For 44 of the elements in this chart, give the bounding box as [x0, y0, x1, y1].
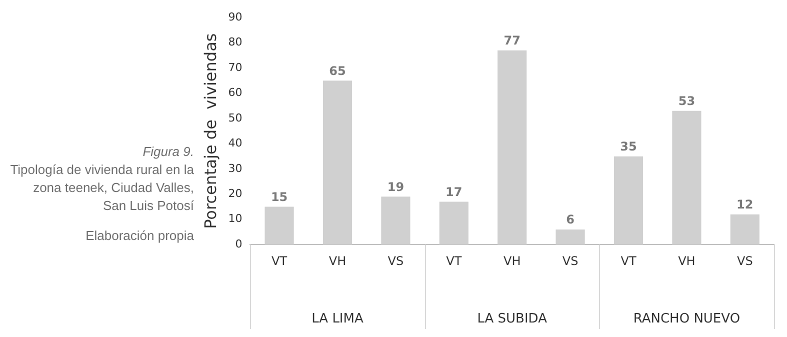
bar — [614, 156, 644, 245]
x-tick-label: VH — [678, 254, 696, 268]
y-tick-label: 10 — [228, 212, 242, 226]
data-label: 19 — [387, 180, 404, 194]
y-tick-label: 40 — [228, 136, 242, 150]
y-tick-label: 50 — [228, 111, 242, 124]
y-tick-label: 0 — [235, 237, 242, 250]
bar — [672, 110, 702, 245]
data-label: 12 — [736, 197, 754, 212]
y-tick-label: 70 — [228, 60, 242, 74]
text: Elaboración propia — [84, 227, 194, 245]
y-tick-label: 30 — [228, 162, 242, 175]
data-label: 17 — [446, 184, 462, 199]
x-tick-label: VS — [388, 254, 404, 268]
y-tick-label: 80 — [228, 36, 242, 49]
x-tick-label: VT — [272, 254, 288, 268]
y-tick-label: 60 — [228, 86, 242, 100]
x-tick-label: VH — [328, 254, 346, 268]
text: LA LIMA — [312, 311, 364, 326]
x-tick-label: VS — [736, 254, 753, 268]
x-tick-label: VT — [620, 254, 637, 268]
data-label: 35 — [620, 139, 637, 154]
bar — [439, 202, 468, 245]
text: Tipología de vivienda rural en la zona teenek, Ciudad Valles, San Luis Potosí — [9, 161, 194, 215]
x-tick-label: VS — [562, 254, 578, 268]
bar — [556, 229, 585, 245]
x-tick-label: VH — [503, 254, 521, 268]
bar — [730, 214, 760, 245]
bar — [381, 196, 410, 245]
data-label: 15 — [270, 190, 288, 204]
data-label: 53 — [678, 94, 696, 108]
text: LA SUBIDA — [477, 311, 548, 326]
data-label: 77 — [504, 34, 520, 48]
bar — [264, 206, 294, 245]
data-label: 65 — [329, 64, 346, 78]
text: RANCHO NUEVO — [633, 311, 740, 326]
y-tick-label: 20 — [228, 187, 242, 200]
y-axis-title: Porcentaje de viviendas — [200, 33, 220, 229]
bar — [322, 80, 352, 245]
x-tick-label: VT — [446, 254, 462, 268]
text: Figura 9. — [142, 143, 194, 161]
y-tick-label: 90 — [228, 10, 242, 24]
data-label: 6 — [566, 212, 574, 227]
bar — [498, 50, 527, 245]
